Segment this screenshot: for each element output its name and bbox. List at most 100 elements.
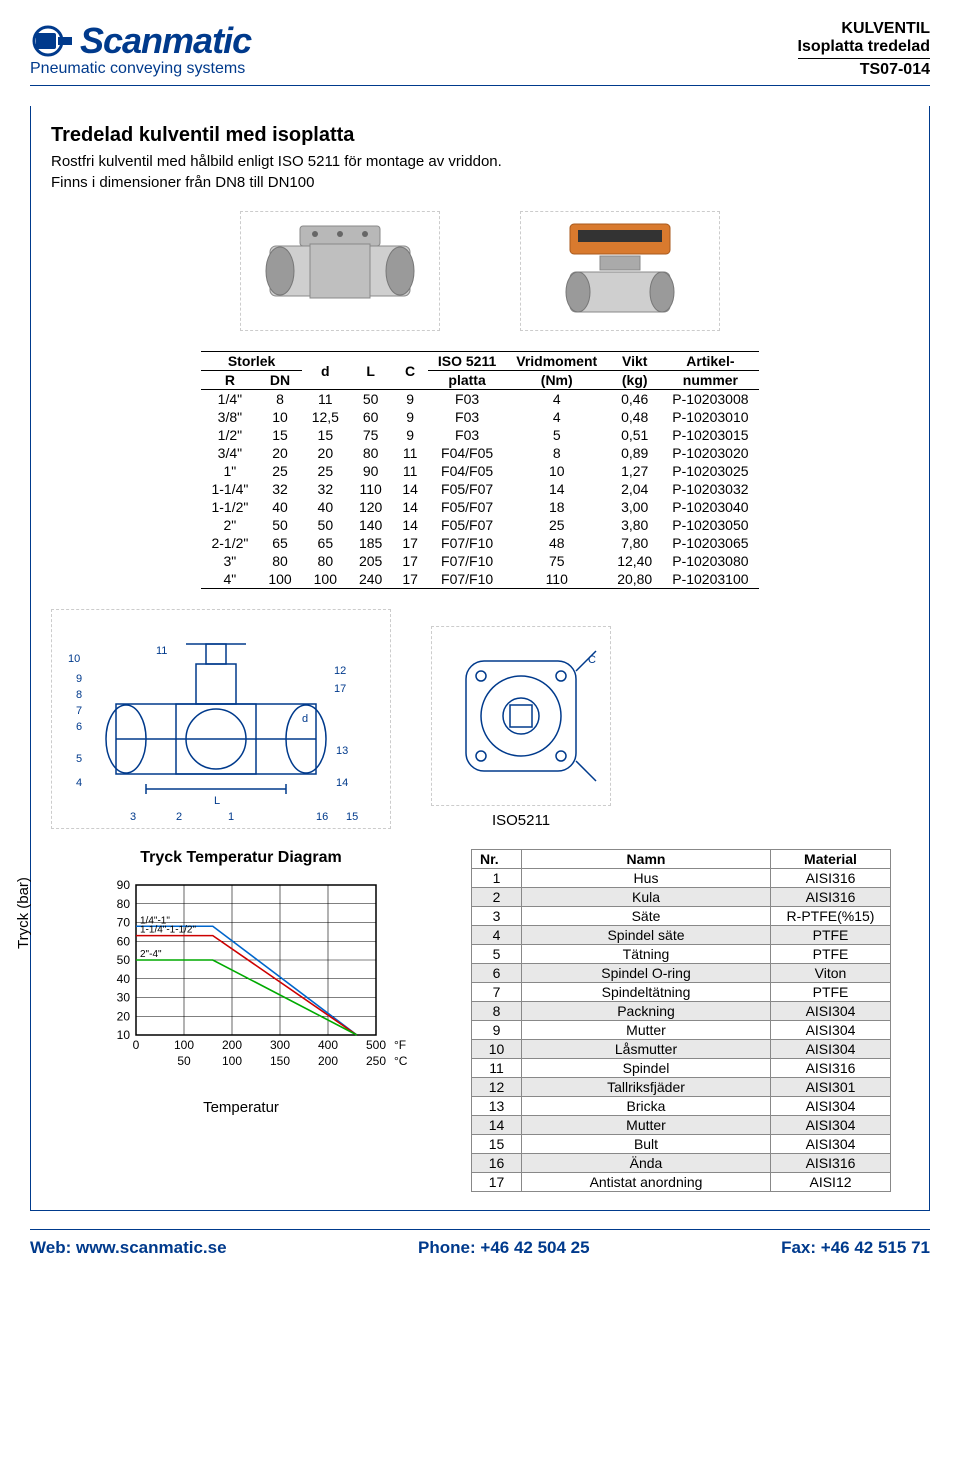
product-image-actuator — [520, 211, 720, 331]
svg-text:13: 13 — [336, 745, 348, 757]
svg-text:12: 12 — [334, 665, 346, 677]
doc-category: KULVENTIL — [798, 20, 930, 38]
pressure-temp-chart: 1020304050607080900100200300400500°F5010… — [86, 875, 426, 1095]
table-row: 10LåsmutterAISI304 — [472, 1040, 891, 1059]
table-row: 2"505014014F05/F07253,80P-10203050 — [201, 516, 758, 534]
th-c: C — [392, 352, 428, 390]
footer-fax: Fax: +46 42 515 71 — [781, 1238, 930, 1258]
th-l: L — [349, 352, 392, 390]
lower-row: Tryck Temperatur Diagram Tryck (bar) 102… — [51, 849, 909, 1192]
th-r: R — [201, 371, 258, 390]
chart-title: Tryck Temperatur Diagram — [51, 849, 431, 867]
chart-xlabel: Temperatur — [51, 1099, 431, 1116]
table-row: 1-1/4"323211014F05/F07142,04P-10203032 — [201, 480, 758, 498]
table-row: 3/4"20208011F04/F0580,89P-10203020 — [201, 444, 758, 462]
product-images — [51, 211, 909, 331]
svg-text:°C: °C — [394, 1054, 408, 1068]
svg-text:50: 50 — [117, 953, 131, 967]
th-dn: DN — [258, 371, 301, 390]
svg-text:2: 2 — [176, 811, 182, 823]
svg-text:30: 30 — [117, 991, 131, 1005]
svg-text:7: 7 — [76, 705, 82, 717]
product-image-valve — [240, 211, 440, 331]
svg-text:d: d — [302, 713, 308, 725]
table-row: 8PackningAISI304 — [472, 1002, 891, 1021]
table-row: 6Spindel O-ringViton — [472, 964, 891, 983]
svg-text:70: 70 — [117, 916, 131, 930]
th-vrid: Vridmoment — [506, 352, 607, 371]
table-row: 3/8"1012,5609F0340,48P-10203010 — [201, 408, 758, 426]
table-row: 1HusAISI316 — [472, 869, 891, 888]
footer-web: Web: www.scanmatic.se — [30, 1238, 227, 1258]
page-footer: Web: www.scanmatic.se Phone: +46 42 504 … — [30, 1229, 930, 1258]
svg-text:50: 50 — [177, 1054, 191, 1068]
svg-text:1: 1 — [228, 811, 234, 823]
th-vikt: Vikt — [607, 352, 662, 371]
chart-col: Tryck Temperatur Diagram Tryck (bar) 102… — [51, 849, 431, 1192]
th-platta: platta — [428, 371, 506, 390]
svg-text:90: 90 — [117, 878, 131, 892]
svg-text:3: 3 — [130, 811, 136, 823]
svg-text:100: 100 — [222, 1054, 242, 1068]
diagram-row: 1098 765 4 321 1615 1413 1217 11 L d — [51, 609, 909, 829]
svg-text:16: 16 — [316, 811, 328, 823]
svg-text:150: 150 — [270, 1054, 290, 1068]
table-row: 12TallriksfjäderAISI301 — [472, 1078, 891, 1097]
svg-text:10: 10 — [68, 653, 80, 665]
brand-tagline: Pneumatic conveying systems — [30, 60, 251, 78]
svg-text:5: 5 — [76, 753, 82, 765]
materials-col: Nr. Namn Material 1HusAISI3162KulaAISI31… — [471, 849, 891, 1192]
content-box: Tredelad kulventil med isoplatta Rostfri… — [30, 106, 930, 1211]
svg-text:C: C — [588, 654, 596, 666]
th-kg: (kg) — [607, 371, 662, 390]
svg-text:14: 14 — [336, 777, 348, 789]
svg-text:8: 8 — [76, 689, 82, 701]
title-block: Tredelad kulventil med isoplatta Rostfri… — [51, 124, 909, 191]
svg-text:300: 300 — [270, 1038, 290, 1052]
svg-text:500: 500 — [366, 1038, 386, 1052]
svg-text:17: 17 — [334, 683, 346, 695]
table-row: 9MutterAISI304 — [472, 1021, 891, 1040]
svg-text:0: 0 — [133, 1038, 140, 1052]
svg-text:200: 200 — [222, 1038, 242, 1052]
table-row: 13BrickaAISI304 — [472, 1097, 891, 1116]
svg-text:10: 10 — [117, 1028, 131, 1042]
table-row: 7SpindeltätningPTFE — [472, 983, 891, 1002]
table-row: 3SäteR-PTFE(%15) — [472, 907, 891, 926]
svg-text:L: L — [214, 795, 220, 807]
svg-text:°F: °F — [394, 1038, 406, 1052]
svg-text:60: 60 — [117, 934, 131, 948]
cross-section-diagram: 1098 765 4 321 1615 1413 1217 11 L d — [51, 609, 391, 829]
svg-text:9: 9 — [76, 673, 82, 685]
table-row: 2-1/2"656518517F07/F10487,80P-10203065 — [201, 534, 758, 552]
svg-text:2"-4": 2"-4" — [140, 949, 162, 960]
svg-text:20: 20 — [117, 1009, 131, 1023]
doc-code: TS07-014 — [798, 58, 930, 79]
table-row: 4Spindel sätePTFE — [472, 926, 891, 945]
svg-text:250: 250 — [366, 1054, 386, 1068]
table-row: 17Antistat anordningAISI12 — [472, 1173, 891, 1192]
mat-th-namn: Namn — [522, 850, 771, 869]
svg-text:4: 4 — [76, 777, 82, 789]
chart-ylabel: Tryck (bar) — [15, 877, 32, 949]
table-row: 2KulaAISI316 — [472, 888, 891, 907]
dimensions-table: Storlek d L C ISO 5211 Vridmoment Vikt A… — [201, 351, 758, 589]
table-row: 1-1/2"404012014F05/F07183,00P-10203040 — [201, 498, 758, 516]
iso-diagram-block: C ISO5211 — [431, 626, 611, 829]
page-title: Tredelad kulventil med isoplatta — [51, 124, 909, 147]
brand-name: Scanmatic — [80, 20, 251, 62]
table-row: 16ÄndaAISI316 — [472, 1154, 891, 1173]
mat-th-mat: Material — [771, 850, 891, 869]
iso-plate-diagram: C — [431, 626, 611, 806]
table-row: 4"10010024017F07/F1011020,80P-10203100 — [201, 570, 758, 589]
logo-block: Scanmatic Pneumatic conveying systems — [30, 20, 251, 78]
table-row: 1/4"811509F0340,46P-10203008 — [201, 390, 758, 409]
svg-text:1-1/4"-1-1/2": 1-1/4"-1-1/2" — [140, 925, 196, 936]
th-art: Artikel- — [662, 352, 758, 371]
th-storlek: Storlek — [201, 352, 301, 371]
doc-subtitle: Isoplatta tredelad — [798, 38, 930, 56]
subtitle-1: Rostfri kulventil med hålbild enligt ISO… — [51, 153, 909, 170]
footer-phone: Phone: +46 42 504 25 — [418, 1238, 590, 1258]
table-row: 3"808020517F07/F107512,40P-10203080 — [201, 552, 758, 570]
svg-text:200: 200 — [318, 1054, 338, 1068]
